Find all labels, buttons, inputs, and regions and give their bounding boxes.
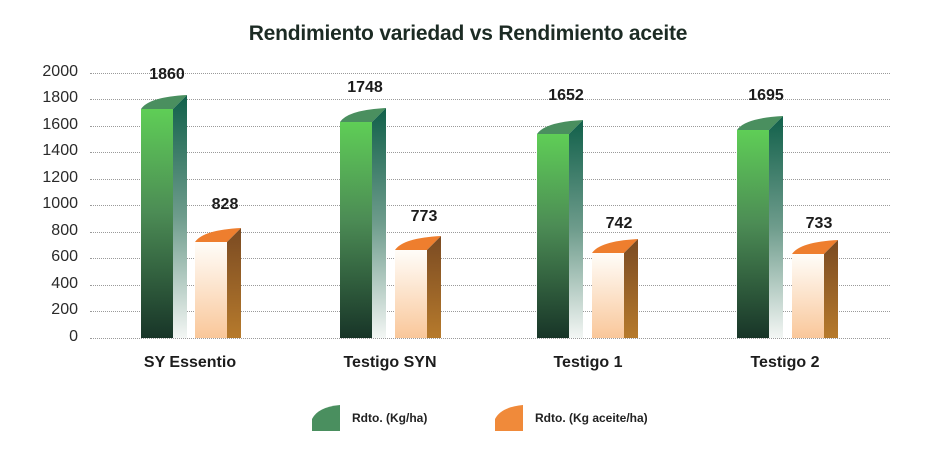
gridline bbox=[90, 232, 890, 233]
bar-orange bbox=[592, 239, 638, 338]
value-label-green: 1860 bbox=[149, 66, 185, 83]
gridline bbox=[90, 99, 890, 100]
y-tick: 1000 bbox=[42, 195, 78, 212]
gridline bbox=[90, 311, 890, 312]
x-label: Testigo SYN bbox=[343, 354, 437, 371]
value-label-green: 1748 bbox=[347, 79, 383, 96]
value-label-orange: 773 bbox=[410, 208, 438, 225]
y-tick: 800 bbox=[51, 222, 78, 239]
bar-green-shape bbox=[340, 108, 386, 338]
y-tick: 2000 bbox=[42, 63, 78, 80]
gridline bbox=[90, 73, 890, 74]
bar-green bbox=[141, 95, 187, 338]
gridline bbox=[90, 152, 890, 153]
value-label-green: 1695 bbox=[748, 87, 784, 104]
y-tick: 400 bbox=[51, 275, 78, 292]
bar-green bbox=[737, 116, 783, 338]
value-label-green: 1652 bbox=[548, 87, 584, 104]
bar-green-shape bbox=[737, 116, 783, 338]
value-label-orange: 828 bbox=[211, 196, 239, 213]
gridline bbox=[90, 338, 890, 339]
bar-orange-shape bbox=[592, 239, 638, 338]
legend-swatch-orange-icon bbox=[495, 405, 523, 431]
y-tick: 200 bbox=[51, 301, 78, 318]
x-label: Testigo 1 bbox=[553, 354, 623, 371]
gridline bbox=[90, 179, 890, 180]
gridline bbox=[90, 126, 890, 127]
bar-orange bbox=[792, 240, 838, 338]
y-tick: 1600 bbox=[42, 116, 78, 133]
x-label: Testigo 2 bbox=[750, 354, 820, 371]
legend-item-kg-ha: Rdto. (Kg/ha) bbox=[312, 405, 427, 431]
legend-item-kg-aceite-ha: Rdto. (Kg aceite/ha) bbox=[495, 405, 648, 431]
x-label: SY Essentio bbox=[143, 354, 237, 371]
bar-orange-shape bbox=[195, 228, 241, 338]
bar-orange-shape bbox=[792, 240, 838, 338]
gridline bbox=[90, 285, 890, 286]
value-label-orange: 733 bbox=[805, 215, 833, 232]
y-tick: 1200 bbox=[42, 169, 78, 186]
bar-green-shape bbox=[141, 95, 187, 338]
bar-green-shape bbox=[537, 120, 583, 338]
chart-title: Rendimiento variedad vs Rendimiento acei… bbox=[248, 22, 688, 45]
value-label-orange: 742 bbox=[605, 215, 633, 232]
y-tick: 1800 bbox=[42, 89, 78, 106]
gridline bbox=[90, 205, 890, 206]
legend-label: Rdto. (Kg/ha) bbox=[352, 411, 428, 425]
legend-swatch-green-icon bbox=[312, 405, 340, 431]
bar-orange-shape bbox=[395, 236, 441, 338]
bar-orange bbox=[195, 228, 241, 338]
y-tick: 600 bbox=[51, 248, 78, 265]
y-tick: 1400 bbox=[42, 142, 78, 159]
bar-orange bbox=[395, 236, 441, 338]
legend-label: Rdto. (Kg aceite/ha) bbox=[535, 411, 648, 425]
bar-green bbox=[537, 120, 583, 338]
y-tick: 0 bbox=[69, 328, 78, 345]
bar-green bbox=[340, 108, 386, 338]
gridline bbox=[90, 258, 890, 259]
